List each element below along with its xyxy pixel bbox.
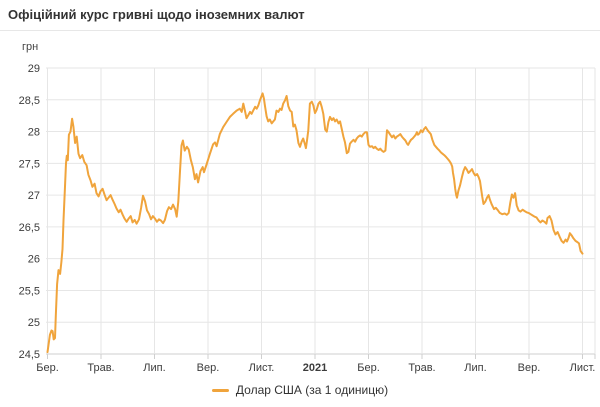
y-tick-label: 26 [28,254,40,266]
x-tick-label: Трав. [408,362,435,374]
y-tick-label: 27,5 [19,158,40,170]
y-tick-label: 25 [28,317,40,329]
y-tick-label: 25,5 [19,285,40,297]
x-tick-label: Лип. [143,362,165,374]
x-tick-label: Вер. [197,362,220,374]
y-tick-label: 28,5 [19,95,40,107]
legend-label: Долар США (за 1 одиницю) [235,383,389,397]
legend-line-marker [211,388,229,392]
y-tick-label: 24,5 [19,349,40,361]
chart-title: Офіційний курс гривні щодо іноземних вал… [8,7,305,22]
x-tick-label: 2021 [303,362,327,374]
title-divider [0,30,600,31]
x-tick-label: Лип. [464,362,486,374]
y-axis-unit-label: грн [22,41,39,53]
y-tick-label: 28 [28,127,40,139]
y-tick-label: 26,5 [19,222,40,234]
x-tick-label: Бер. [357,362,380,374]
x-tick-label: Трав. [87,362,114,374]
y-tick-label: 27 [28,190,40,202]
x-tick-label: Лист. [249,362,275,374]
rate-line-usd[interactable] [46,92,584,354]
x-tick-label: Вер. [518,362,541,374]
x-tick-label: Бер. [36,362,59,374]
legend-item-usd[interactable]: Долар США (за 1 одиницю) [0,383,600,397]
y-tick-label: 29 [28,63,40,75]
x-tick-label: Лист. [570,362,596,374]
